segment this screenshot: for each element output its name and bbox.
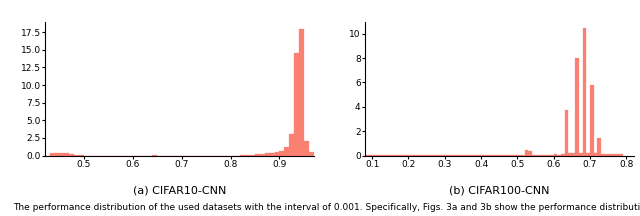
Bar (284, 147, 289, 156)
Bar (394, 155, 397, 156)
Bar (467, 155, 470, 156)
Bar (54, 153, 60, 156)
Bar (568, 153, 572, 156)
Bar (245, 155, 250, 156)
Bar (619, 154, 623, 156)
Bar (484, 155, 488, 156)
Bar (463, 155, 467, 156)
Bar (528, 151, 532, 156)
Bar (265, 153, 269, 156)
Bar (514, 155, 517, 156)
Bar (369, 155, 372, 156)
Bar (372, 155, 376, 156)
Bar (74, 155, 79, 156)
Bar (60, 153, 65, 156)
Bar (255, 154, 260, 156)
Bar (250, 155, 255, 156)
Bar (608, 154, 612, 156)
Bar (376, 155, 380, 156)
Bar (594, 153, 597, 156)
Bar (434, 155, 438, 156)
Bar (612, 154, 616, 156)
Bar (260, 154, 265, 156)
Bar (387, 155, 390, 156)
Bar (445, 155, 449, 156)
Bar (521, 155, 525, 156)
Bar (50, 153, 54, 156)
Bar (304, 141, 308, 156)
Bar (383, 155, 387, 156)
Bar (415, 155, 419, 156)
Bar (616, 154, 619, 156)
Bar (460, 155, 463, 156)
Bar (517, 155, 521, 156)
Bar (408, 155, 412, 156)
Bar (495, 155, 499, 156)
Bar (590, 85, 594, 156)
Bar (561, 154, 564, 156)
Text: (b) CIFAR100-CNN: (b) CIFAR100-CNN (449, 186, 550, 196)
Bar (547, 155, 550, 156)
Bar (299, 29, 304, 156)
Bar (474, 155, 477, 156)
Bar (543, 155, 547, 156)
Bar (470, 155, 474, 156)
Bar (506, 155, 510, 156)
Bar (438, 155, 441, 156)
Bar (503, 155, 506, 156)
Bar (430, 155, 434, 156)
Text: The performance distribution of the used datasets with the interval of 0.001. Sp: The performance distribution of the used… (13, 203, 640, 212)
Bar (525, 150, 528, 156)
Bar (449, 155, 452, 156)
Bar (365, 155, 369, 156)
Bar (499, 155, 503, 156)
Bar (536, 155, 539, 156)
Bar (572, 153, 575, 156)
Bar (426, 155, 430, 156)
Text: (a) CIFAR10-CNN: (a) CIFAR10-CNN (132, 186, 226, 196)
Bar (308, 152, 314, 156)
Bar (492, 155, 495, 156)
Bar (575, 58, 579, 156)
Bar (510, 155, 514, 156)
Bar (380, 155, 383, 156)
Bar (579, 153, 583, 156)
Bar (488, 155, 492, 156)
Bar (69, 154, 74, 156)
Bar (397, 155, 401, 156)
Bar (441, 155, 445, 156)
Bar (269, 153, 275, 156)
Bar (65, 153, 69, 156)
Bar (605, 154, 608, 156)
Bar (79, 155, 84, 156)
Bar (419, 155, 423, 156)
Bar (532, 155, 536, 156)
Bar (280, 151, 284, 156)
Bar (275, 152, 280, 156)
Bar (412, 155, 415, 156)
Bar (423, 155, 426, 156)
Bar (452, 155, 456, 156)
Bar (539, 155, 543, 156)
Bar (583, 28, 586, 156)
Bar (404, 155, 408, 156)
Bar (601, 154, 605, 156)
Bar (152, 155, 157, 156)
Bar (477, 155, 481, 156)
Bar (586, 153, 590, 156)
Bar (294, 53, 299, 156)
Bar (240, 155, 245, 156)
Bar (401, 155, 404, 156)
Bar (390, 155, 394, 156)
Bar (289, 134, 294, 156)
Bar (456, 155, 460, 156)
Bar (481, 155, 484, 156)
Bar (557, 155, 561, 156)
Bar (550, 155, 554, 156)
Bar (597, 138, 601, 156)
Bar (554, 154, 557, 156)
Bar (564, 110, 568, 156)
